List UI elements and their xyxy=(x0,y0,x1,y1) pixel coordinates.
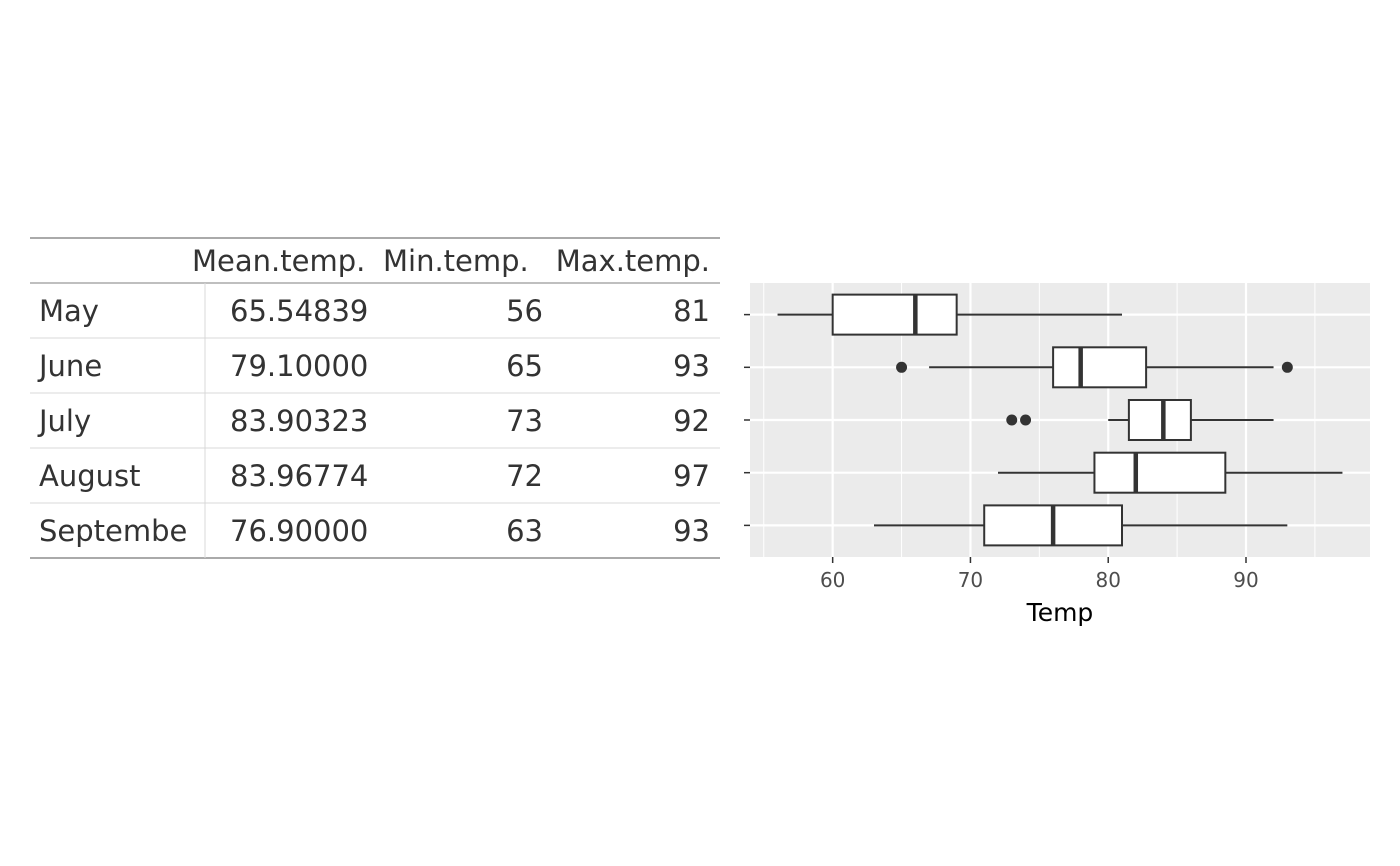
boxplot-outlier-point xyxy=(1006,414,1018,426)
x-tick-label: 80 xyxy=(1095,568,1120,592)
table-row-month: May xyxy=(39,294,99,328)
x-tick-label: 70 xyxy=(958,568,983,592)
table-row: May 65.54839 56 81 xyxy=(39,294,710,328)
table-row-month: July xyxy=(37,404,91,438)
boxplot-box xyxy=(1006,399,1274,441)
table-cell-max: 93 xyxy=(673,514,710,548)
table-cell-min: 56 xyxy=(506,294,543,328)
x-axis-title: Temp xyxy=(1026,598,1094,627)
boxplot-box xyxy=(874,504,1288,547)
table-row: Septembe 76.90000 63 93 xyxy=(39,514,710,548)
table-cell-mean: 76.90000 xyxy=(230,514,368,548)
table-row: August 83.96774 72 97 xyxy=(39,459,710,493)
table-cell-mean: 65.54839 xyxy=(230,294,368,328)
x-tick-label: 90 xyxy=(1233,568,1258,592)
boxplot-outlier-point xyxy=(1281,361,1293,373)
table-row: June 79.10000 65 93 xyxy=(37,349,710,383)
table-cell-max: 81 xyxy=(673,294,710,328)
boxplot-box xyxy=(998,451,1343,494)
boxplot-iqr-rect xyxy=(831,293,958,336)
table-cell-min: 72 xyxy=(506,459,543,493)
boxplot-box xyxy=(896,346,1293,389)
table-row-month: Septembe xyxy=(39,514,187,548)
table-cell-min: 73 xyxy=(506,404,543,438)
boxplot-box xyxy=(777,293,1122,336)
table-cell-min: 63 xyxy=(506,514,543,548)
table-cell-max: 92 xyxy=(673,404,710,438)
table-cell-mean: 83.90323 xyxy=(230,404,368,438)
table-header-cell: Min.temp. xyxy=(383,244,529,278)
table-header-cell: Mean.temp. xyxy=(192,244,365,278)
x-tick-label: 60 xyxy=(820,568,845,592)
table-row: July 83.90323 73 92 xyxy=(37,404,710,438)
table-row-month: August xyxy=(39,459,141,493)
table-cell-mean: 79.10000 xyxy=(230,349,368,383)
summary-table: Mean.temp. Min.temp. Max.temp. May 65.54839 5… xyxy=(30,237,720,559)
table-cell-min: 65 xyxy=(506,349,543,383)
table-cell-max: 97 xyxy=(673,459,710,493)
boxplot-outlier-point xyxy=(1020,414,1032,426)
boxplot-iqr-rect xyxy=(1052,346,1148,389)
table-row-month: June xyxy=(37,349,102,383)
table-cell-max: 93 xyxy=(673,349,710,383)
table-cell-mean: 83.96774 xyxy=(230,459,368,493)
temp-boxplot-chart: 60 70 80 90 Temp xyxy=(744,283,1370,627)
table-header-cell: Max.temp. xyxy=(556,244,710,278)
boxplot-outlier-point xyxy=(896,361,908,373)
boxplot-iqr-rect xyxy=(1093,451,1227,494)
boxplot-iqr-rect xyxy=(1127,399,1192,441)
